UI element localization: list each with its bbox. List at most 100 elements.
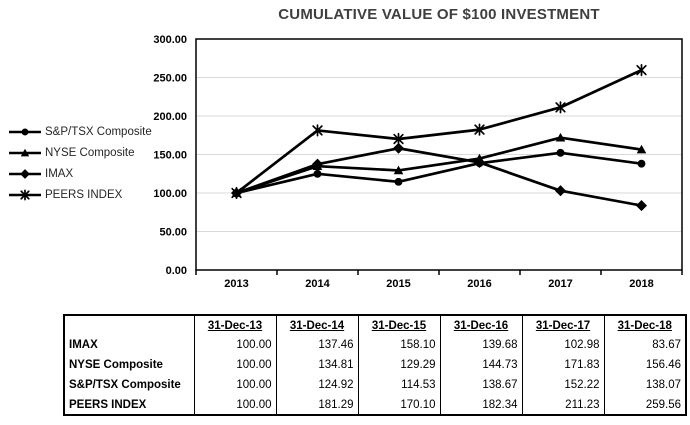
legend-label: S&P/TSX Composite [45,125,152,138]
x-tick-label: 2015 [386,278,410,290]
series-marker-diamond [554,185,567,197]
y-tick-label: 0.00 [166,265,187,277]
y-tick-label: 200.00 [153,111,187,123]
legend-key-circle-icon [9,128,41,135]
table-row-nyse-composite: NYSE Composite 100.00 134.81 129.29 144.73 17… [64,355,686,375]
series-marker-asterisk [474,123,485,136]
x-tick-label: 2014 [305,278,330,290]
table-column-header: 31-Dec-17 [521,315,604,335]
series-peers-index [231,64,647,200]
value-cell: 152.22 [521,375,604,395]
value-cell: 170.10 [357,395,440,415]
series-line [236,151,642,195]
legend-label: NYSE Composite [45,146,135,159]
legend-item-imax: IMAX [8,163,188,184]
data-table: 31-Dec-13 31-Dec-14 31-Dec-15 31-Dec-16 31-D… [63,314,687,416]
value-cell: 259.56 [603,395,686,415]
table-row-imax: IMAX 100.00 137.46 158.10 139.68 102.98 83.67 [64,335,686,355]
value-cell: 144.73 [439,355,522,375]
value-cell: 100.00 [193,395,276,415]
y-tick-label: 150.00 [153,150,187,162]
x-axis-labels: 2013 2014 2015 2016 2017 2018 [224,278,653,290]
value-cell: 129.29 [357,355,440,375]
value-cell: 138.67 [439,375,522,395]
series-marker-diamond [20,168,30,179]
x-tick-label: 2013 [224,278,248,290]
series-marker-asterisk [555,101,566,114]
table-column-header: 31-Dec-14 [275,315,358,335]
chart-title: CUMULATIVE VALUE OF $100 INVESTMENT [278,6,600,23]
series-marker-asterisk [20,189,30,200]
legend-label: PEERS INDEX [45,188,123,201]
value-cell: 158.10 [357,335,440,355]
table-corner-cell [64,315,194,335]
series-marker-diamond [311,158,324,170]
row-label: PEERS INDEX [69,398,147,411]
series-marker-asterisk [231,186,242,200]
value-cell: 211.23 [521,395,604,415]
line-chart: 0.00 50.00 100.00 150.00 200.00 250.00 300.00 2… [153,34,683,290]
series-marker-diamond [635,200,648,212]
y-tick-label: 300.00 [153,34,187,46]
legend-item-s-p-tsx-composite: S&P/TSX Composite [8,121,188,142]
legend-key-diamond-icon [9,168,41,179]
y-tick-label: 250.00 [153,73,187,85]
value-cell: 171.83 [521,355,604,375]
table-row-peers-index: PEERS INDEX 100.00 181.29 170.10 182.34 211.2… [64,395,686,415]
value-cell: 102.98 [521,335,604,355]
x-tick-label: 2018 [629,278,653,290]
value-cell: 100.00 [193,355,276,375]
series-marker-circle [21,128,29,135]
series-marker-triangle [393,165,404,175]
legend-item-nyse-composite: NYSE Composite [8,142,188,163]
x-tick-label: 2017 [548,278,572,290]
row-label: IMAX [69,339,98,351]
value-cell: 83.67 [603,335,686,355]
value-cell: 182.34 [439,395,522,415]
series-marker-circle [313,169,322,178]
value-cell: 156.46 [603,355,686,375]
series-imax [230,142,648,212]
x-axis-ticks [195,270,683,275]
y-tick-label: 50.00 [159,227,187,239]
value-cell: 100.00 [193,375,276,395]
value-cell: 181.29 [275,395,358,415]
table-header-row: 31-Dec-13 31-Dec-14 31-Dec-15 31-Dec-16 31-D… [64,315,686,335]
row-label: S&P/TSX Composite [69,379,181,391]
series-marker-triangle [20,148,30,156]
series-marker-asterisk [393,132,404,146]
value-cell: 137.46 [275,335,358,355]
series-marker-circle [394,177,403,186]
y-axis-labels: 0.00 50.00 100.00 150.00 200.00 250.00 300.00 [153,34,187,277]
table-column-header: 31-Dec-13 [193,315,276,335]
legend-item-peers-index: PEERS INDEX [8,184,188,205]
table-column-header: 31-Dec-15 [357,315,440,335]
series-marker-circle [637,159,646,168]
value-cell: 138.07 [603,375,686,395]
value-cell: 134.81 [275,355,358,375]
legend-key-triangle-icon [9,148,41,156]
series-nyse-composite [231,132,647,197]
table-row-s-p-tsx-composite: S&P/TSX Composite 100.00 124.92 114.53 138.6… [64,375,686,395]
value-cell: 124.92 [275,375,358,395]
series-line [236,146,642,207]
series-marker-circle [556,148,565,157]
value-cell: 100.00 [193,335,276,355]
series-line [236,136,642,195]
series-line [235,68,643,195]
series-marker-triangle [636,144,647,154]
value-cell: 114.53 [357,375,440,395]
series-marker-asterisk [636,64,647,77]
legend-key-asterisk-icon [9,189,41,200]
series-marker-diamond [473,156,486,168]
legend-label: IMAX [45,167,74,180]
value-cell: 139.68 [439,335,522,355]
series-marker-triangle [555,132,566,142]
x-tick-label: 2016 [467,278,491,290]
series-marker-asterisk [312,124,323,137]
row-label: NYSE Composite [69,359,163,371]
y-tick-label: 100.00 [153,188,187,200]
series-marker-diamond [392,142,405,154]
chart-legend: S&P/TSX Composite NYSE Composite IMAX PEERS… [8,121,188,205]
